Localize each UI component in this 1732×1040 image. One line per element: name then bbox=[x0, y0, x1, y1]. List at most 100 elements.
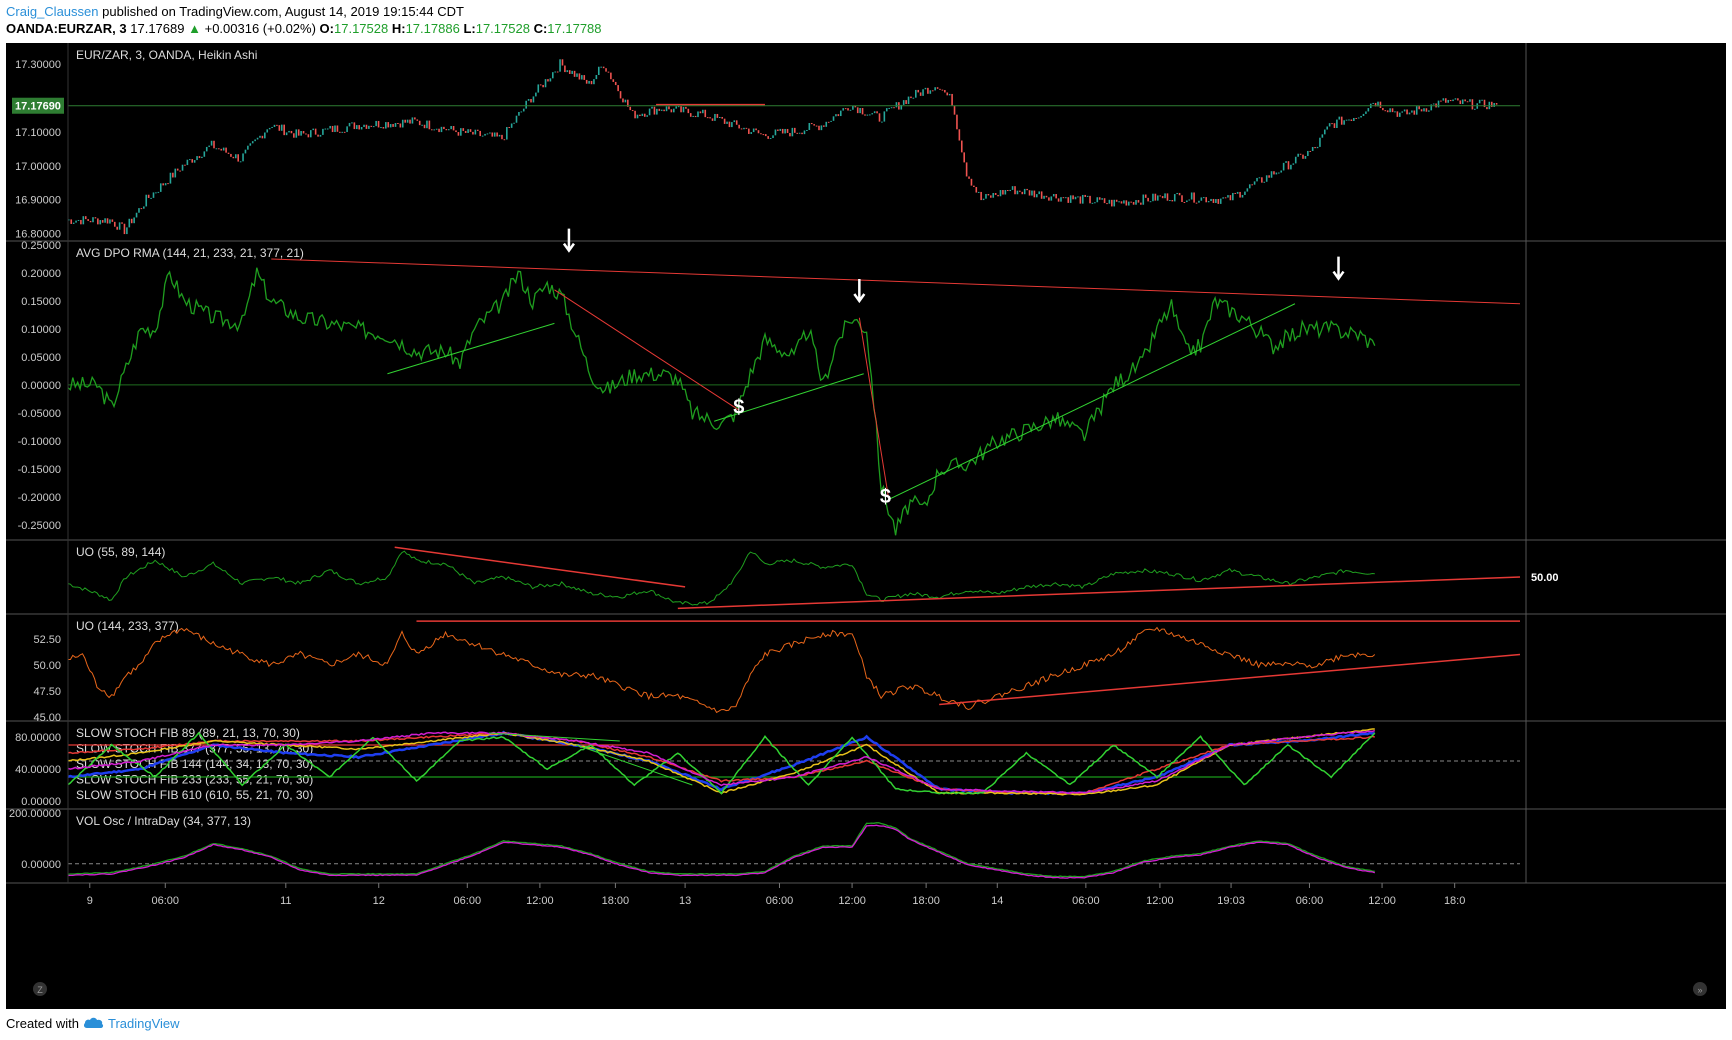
candle bbox=[1086, 195, 1089, 197]
candle bbox=[1348, 119, 1350, 121]
footer: Created with TradingView bbox=[6, 1016, 180, 1031]
candle bbox=[1188, 199, 1191, 201]
scroll-right-button[interactable] bbox=[1693, 982, 1707, 996]
candle bbox=[150, 197, 152, 199]
candle bbox=[1215, 199, 1217, 203]
y-tick-label: 200.00000 bbox=[9, 808, 61, 820]
candle bbox=[147, 194, 150, 198]
candle bbox=[859, 107, 861, 114]
candle bbox=[694, 115, 697, 118]
candle bbox=[276, 124, 278, 126]
candle bbox=[295, 129, 298, 138]
candle bbox=[796, 132, 799, 134]
trend-line-red[interactable] bbox=[858, 317, 889, 497]
candle bbox=[474, 129, 477, 135]
candle bbox=[738, 124, 740, 129]
candle bbox=[89, 220, 92, 223]
y-tick-label: 16.90000 bbox=[15, 195, 61, 207]
candle bbox=[1461, 99, 1464, 105]
pane-2[interactable]: AVG DPO RMA (144, 21, 233, 21, 377, 21) 0… bbox=[6, 228, 1726, 541]
candle bbox=[544, 79, 547, 88]
candle bbox=[1340, 116, 1343, 125]
pane-4[interactable]: UO (144, 233, 377) 52.50 50.00 47.50 45.00 bbox=[6, 619, 1726, 724]
trend-line-green[interactable] bbox=[576, 744, 693, 786]
candle bbox=[856, 107, 859, 114]
trend-line-red[interactable] bbox=[939, 653, 1521, 706]
candle bbox=[1164, 193, 1166, 199]
candle bbox=[653, 106, 656, 115]
candle bbox=[994, 192, 997, 195]
candle bbox=[162, 183, 164, 186]
price-change: +0.00316 (+0.02%) bbox=[204, 21, 316, 36]
candle bbox=[179, 170, 181, 172]
candle bbox=[382, 127, 385, 129]
candle bbox=[1275, 172, 1278, 175]
candle bbox=[312, 128, 315, 131]
candle bbox=[476, 129, 479, 131]
candle bbox=[280, 124, 283, 131]
chart-canvas[interactable]: EUR/ZAR, 3, OANDA, Heikin Ashi 17.30000 17… bbox=[6, 43, 1726, 1009]
candle bbox=[907, 96, 910, 105]
zoom-button[interactable] bbox=[33, 982, 47, 996]
chart-background bbox=[6, 43, 1726, 1009]
candle bbox=[566, 70, 569, 73]
candle bbox=[1265, 175, 1268, 182]
candle bbox=[1113, 199, 1116, 207]
candle bbox=[428, 120, 431, 130]
candle bbox=[718, 116, 721, 118]
candle bbox=[1178, 192, 1181, 196]
candle bbox=[443, 126, 445, 130]
candle bbox=[1248, 184, 1251, 189]
y-tick-label: 0.00000 bbox=[21, 380, 61, 392]
author-link[interactable]: Craig_Claussen bbox=[6, 4, 99, 19]
candle bbox=[585, 79, 588, 84]
trend-line-green[interactable] bbox=[387, 322, 555, 375]
candle bbox=[716, 113, 719, 118]
candle bbox=[1019, 190, 1021, 192]
trend-line-red[interactable] bbox=[554, 289, 740, 411]
candle bbox=[610, 72, 612, 80]
candle bbox=[1316, 146, 1319, 149]
candle bbox=[682, 106, 685, 113]
low-label: L: bbox=[463, 21, 476, 36]
candle bbox=[87, 219, 89, 221]
candle bbox=[675, 106, 678, 109]
tradingview-link[interactable]: TradingView bbox=[108, 1016, 180, 1031]
trend-line-red[interactable] bbox=[271, 258, 1521, 305]
candle bbox=[726, 121, 728, 124]
candle bbox=[273, 124, 276, 127]
trend-line-red[interactable] bbox=[394, 546, 686, 588]
pane-3[interactable]: UO (55, 89, 144) 50.00 bbox=[6, 545, 1726, 615]
candle bbox=[936, 87, 939, 89]
candle bbox=[305, 133, 307, 135]
candle bbox=[830, 120, 832, 122]
candle bbox=[331, 125, 334, 133]
pane-1[interactable]: EUR/ZAR, 3, OANDA, Heikin Ashi 17.30000 17… bbox=[6, 48, 1726, 242]
candle bbox=[774, 129, 777, 136]
trend-line-green[interactable] bbox=[489, 732, 620, 742]
candle bbox=[702, 109, 704, 114]
candle bbox=[297, 129, 300, 136]
trend-line-green[interactable] bbox=[713, 373, 864, 422]
pane-6[interactable]: VOL Osc / IntraDay (34, 377, 13) 200.0000… bbox=[6, 808, 1726, 884]
y-tick-label: 50.00 bbox=[33, 660, 61, 672]
stoch-line-1 bbox=[67, 730, 1376, 796]
candle bbox=[293, 133, 295, 138]
candle bbox=[607, 71, 610, 73]
pane-5[interactable]: SLOW STOCH FIB 89 (89, 21, 13, 70, 30) 80… bbox=[6, 726, 1726, 810]
candle bbox=[159, 183, 162, 192]
candle bbox=[184, 164, 186, 166]
candle bbox=[1401, 111, 1404, 113]
trend-line-green[interactable] bbox=[888, 303, 1296, 501]
candle bbox=[1278, 172, 1280, 174]
candle bbox=[457, 132, 460, 136]
candle bbox=[1323, 129, 1326, 135]
dollar-icon: $ bbox=[880, 486, 891, 508]
down-arrow-icon bbox=[1332, 256, 1345, 281]
candle bbox=[1123, 200, 1125, 204]
trend-line-red[interactable] bbox=[677, 576, 1521, 610]
candle bbox=[905, 100, 907, 105]
candle bbox=[571, 70, 573, 74]
candle bbox=[605, 68, 607, 72]
candle bbox=[97, 218, 99, 225]
